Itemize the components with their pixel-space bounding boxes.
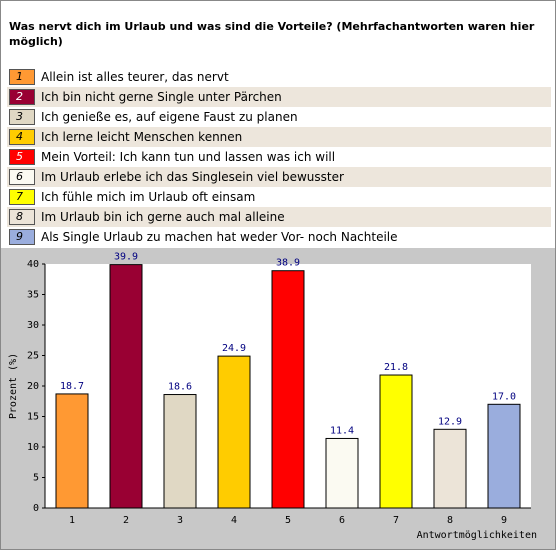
chart-title: Was nervt dich im Urlaub und was sind di… xyxy=(9,20,535,48)
legend-label: Ich bin nicht gerne Single unter Pärchen xyxy=(41,90,282,104)
legend-swatch: 6 xyxy=(9,169,35,185)
legend-row: 1 Allein ist alles teurer, das nervt xyxy=(7,67,551,87)
chart: Prozent (%) Antwortmöglichkeiten 0510152… xyxy=(1,248,555,549)
x-tick-label: 1 xyxy=(69,515,75,526)
legend-label: Ich lerne leicht Menschen kennen xyxy=(41,130,243,144)
x-tick-label: 7 xyxy=(393,515,399,526)
legend-row: 9 Als Single Urlaub zu machen hat weder V… xyxy=(7,227,551,247)
x-tick-label: 5 xyxy=(285,515,291,526)
bar xyxy=(271,270,305,509)
legend-row: 7 Ich fühle mich im Urlaub oft einsam xyxy=(7,187,551,207)
bar xyxy=(325,437,359,509)
value-label: 11.4 xyxy=(330,425,354,436)
y-tick-label: 40 xyxy=(27,259,39,270)
legend-row: 4 Ich lerne leicht Menschen kennen xyxy=(7,127,551,147)
legend-swatch: 4 xyxy=(9,129,35,145)
legend-row: 3 Ich genieße es, auf eigene Faust zu pla… xyxy=(7,107,551,127)
x-tick-label: 9 xyxy=(501,515,507,526)
y-tick-label: 5 xyxy=(33,473,39,484)
y-tick-label: 15 xyxy=(27,412,39,423)
legend-label: Mein Vorteil: Ich kann tun und lassen wa… xyxy=(41,150,336,164)
x-axis-label: Antwortmöglichkeiten xyxy=(417,530,537,541)
legend-row: 2 Ich bin nicht gerne Single unter Pärche… xyxy=(7,87,551,107)
y-axis-label: Prozent (%) xyxy=(8,353,19,419)
y-tick-label: 35 xyxy=(27,290,39,301)
legend-row: 8 Im Urlaub bin ich gerne auch mal allein… xyxy=(7,207,551,227)
legend-swatch: 2 xyxy=(9,89,35,105)
legend-label: Als Single Urlaub zu machen hat weder Vo… xyxy=(41,230,398,244)
value-label: 21.8 xyxy=(384,362,408,373)
legend-swatch: 9 xyxy=(9,229,35,245)
value-label: 18.7 xyxy=(60,381,84,392)
value-label: 24.9 xyxy=(222,343,246,354)
value-label: 17.0 xyxy=(492,391,516,402)
legend-label: Ich genieße es, auf eigene Faust zu plan… xyxy=(41,110,298,124)
bar xyxy=(55,393,89,509)
x-tick-label: 2 xyxy=(123,515,129,526)
legend-label: Ich fühle mich im Urlaub oft einsam xyxy=(41,190,256,204)
y-tick-label: 10 xyxy=(27,442,39,453)
value-label: 38.9 xyxy=(276,258,300,269)
bar xyxy=(433,428,467,509)
value-label: 18.6 xyxy=(168,382,192,393)
legend-label: Allein ist alles teurer, das nervt xyxy=(41,70,229,84)
y-tick-label: 25 xyxy=(27,351,39,362)
value-label: 39.9 xyxy=(114,252,138,263)
x-tick-label: 4 xyxy=(231,515,237,526)
bar xyxy=(163,394,197,509)
legend-swatch: 8 xyxy=(9,209,35,225)
legend-swatch: 5 xyxy=(9,149,35,165)
y-tick-label: 30 xyxy=(27,320,39,331)
x-tick-label: 8 xyxy=(447,515,453,526)
legend-swatch: 1 xyxy=(9,69,35,85)
x-tick-label: 3 xyxy=(177,515,183,526)
legend-swatch: 7 xyxy=(9,189,35,205)
legend-row: 6 Im Urlaub erlebe ich das Singlesein vie… xyxy=(7,167,551,187)
y-tick-label: 0 xyxy=(33,503,39,514)
value-label: 12.9 xyxy=(438,416,462,427)
bar xyxy=(487,403,521,509)
legend-swatch: 3 xyxy=(9,109,35,125)
x-tick-label: 6 xyxy=(339,515,345,526)
bar xyxy=(379,374,413,509)
legend-label: Im Urlaub bin ich gerne auch mal alleine xyxy=(41,210,285,224)
legend-label: Im Urlaub erlebe ich das Singlesein viel… xyxy=(41,170,344,184)
bar xyxy=(217,355,251,509)
bar xyxy=(109,264,143,509)
y-tick-label: 20 xyxy=(27,381,39,392)
legend-row: 5 Mein Vorteil: Ich kann tun und lassen w… xyxy=(7,147,551,167)
